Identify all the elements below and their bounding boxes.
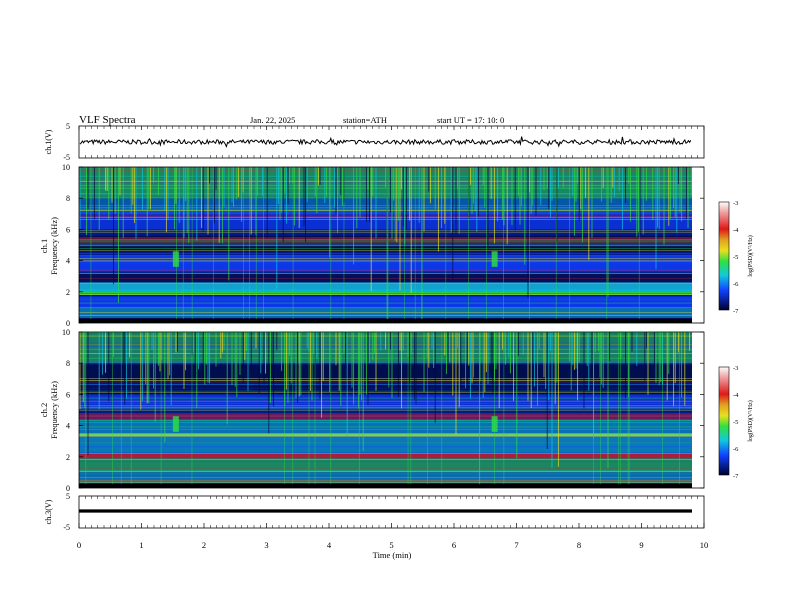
freq-tick-label: 6 <box>66 390 70 399</box>
ch2-spectrogram-panel: 0 2 4 6 8 10 ch.2 Frequency (kHz) <box>39 328 705 493</box>
spectrogram-baseline <box>79 484 692 488</box>
spectrogram-band <box>79 296 692 308</box>
ch3-waveform-ylabel: ch.3(V) <box>44 499 53 524</box>
time-axis: 0 1 2 3 4 5 6 7 8 9 10 <box>77 126 708 550</box>
ch2-colorbar-tick: -4 <box>733 392 739 399</box>
ch2-colorbar-gradient <box>718 366 730 476</box>
ch1-ytick-top: 5 <box>66 122 70 131</box>
ch1-waveform-panel: 5 -5 ch.1(V) <box>44 122 705 162</box>
ch2-colorbar-tick: -6 <box>733 446 739 453</box>
ch1-colorbar-gradient <box>718 201 730 311</box>
spectrogram-nodata <box>692 167 704 323</box>
ch1-colorbar-tick: -3 <box>733 200 738 207</box>
ch1-ytick-bottom: -5 <box>63 153 70 162</box>
time-tick-label: 8 <box>577 540 581 550</box>
date-label: Jan. 22, 2025 <box>250 115 295 125</box>
time-axis-label: Time (min) <box>373 550 412 560</box>
ch1-spectrogram-frame <box>78 166 705 324</box>
time-tick-label: 0 <box>77 540 81 550</box>
ch3-waveform-panel: 5 -5 ch.3(V) <box>44 492 705 532</box>
ch2-colorbar-label: log(PSD)(V²/Hz) <box>747 400 754 441</box>
spectrogram-band <box>79 198 692 214</box>
start-time-label: start UT = 17: 10: 0 <box>437 115 504 125</box>
freq-tick-label: 8 <box>66 194 70 203</box>
ch2-freq-ticks: 0 2 4 6 8 10 <box>62 328 704 493</box>
time-tick-label: 7 <box>514 540 518 550</box>
spectrogram-band <box>79 282 692 292</box>
time-tick-label: 6 <box>452 540 456 550</box>
time-tick-label: 3 <box>264 540 268 550</box>
ch3-ytick-top: 5 <box>66 492 70 501</box>
time-tick-label: 9 <box>639 540 643 550</box>
ch1-colorbar-tick: -6 <box>733 281 739 288</box>
spectrogram-band <box>79 307 692 317</box>
time-tick-label: 5 <box>389 540 393 550</box>
ch1-spectrogram-ylabel-line2: Frequency (kHz) <box>49 217 59 275</box>
ch1-colorbar: -3 -4 -5 -6 -7 log(PSD)(V²/Hz) <box>718 200 754 315</box>
freq-tick-label: 0 <box>66 484 70 493</box>
freq-tick-label: 2 <box>66 288 70 297</box>
time-tick-label: 4 <box>327 540 332 550</box>
ch1-waveform-ylabel: ch.1(V) <box>44 129 53 154</box>
ch3-ytick-bottom: -5 <box>63 523 70 532</box>
burst-event <box>172 251 179 267</box>
freq-tick-label: 10 <box>62 163 70 172</box>
ch2-colorbar-tick: -3 <box>733 365 738 372</box>
ch2-spectrogram-image <box>79 332 704 488</box>
freq-tick-label: 2 <box>66 453 70 462</box>
ch1-colorbar-label: log(PSD)(V²/Hz) <box>747 235 754 276</box>
station-label: station=ATH <box>343 115 387 125</box>
ch1-colorbar-tick: -5 <box>733 254 738 261</box>
ch2-spectrogram-ylabel-line2: Frequency (kHz) <box>49 381 59 439</box>
spectrogram-band <box>79 458 692 473</box>
ch1-spectrogram-panel: 0 2 4 6 8 10 ch.1 Frequency (kHz) <box>39 163 705 328</box>
spectrogram-baseline <box>79 319 692 323</box>
freq-tick-label: 8 <box>66 359 70 368</box>
ch1-spectrogram-ylabel-line1: ch.1 <box>39 239 49 253</box>
burst-event <box>491 416 498 432</box>
freq-tick-label: 0 <box>66 319 70 328</box>
freq-tick-label: 10 <box>62 328 70 337</box>
ch1-colorbar-tick: -4 <box>733 227 739 234</box>
ch1-waveform-trace <box>79 136 692 149</box>
ch2-spectrogram-frame <box>78 331 705 489</box>
spectrogram-band <box>79 436 692 454</box>
time-tick-label: 10 <box>700 540 709 550</box>
spectrogram-nodata <box>692 332 704 488</box>
figure-title: VLF Spectra <box>79 114 136 126</box>
spectrogram-band <box>79 453 692 459</box>
ch2-colorbar-tick: -5 <box>733 419 738 426</box>
freq-tick-label: 6 <box>66 225 70 234</box>
spectrogram-band <box>79 433 692 437</box>
ch1-spectrogram-image <box>79 167 704 323</box>
spectrogram-band <box>79 255 692 272</box>
ch2-spectrogram-ylabel-line1: ch.2 <box>39 403 49 417</box>
spectrogram-band <box>79 213 692 230</box>
time-tick-label: 2 <box>202 540 206 550</box>
time-tick-label: 1 <box>139 540 143 550</box>
ch1-freq-ticks: 0 2 4 6 8 10 <box>62 163 704 328</box>
ch2-colorbar: -3 -4 -5 -6 -7 log(PSD)(V²/Hz) <box>718 365 754 480</box>
ch1-colorbar-tick: -7 <box>733 308 739 315</box>
burst-event <box>491 251 498 267</box>
ch2-colorbar-tick: -7 <box>733 473 739 480</box>
freq-tick-label: 4 <box>66 257 70 266</box>
burst-event <box>172 416 179 432</box>
spectrogram-band <box>79 273 692 283</box>
freq-tick-label: 4 <box>66 422 70 431</box>
